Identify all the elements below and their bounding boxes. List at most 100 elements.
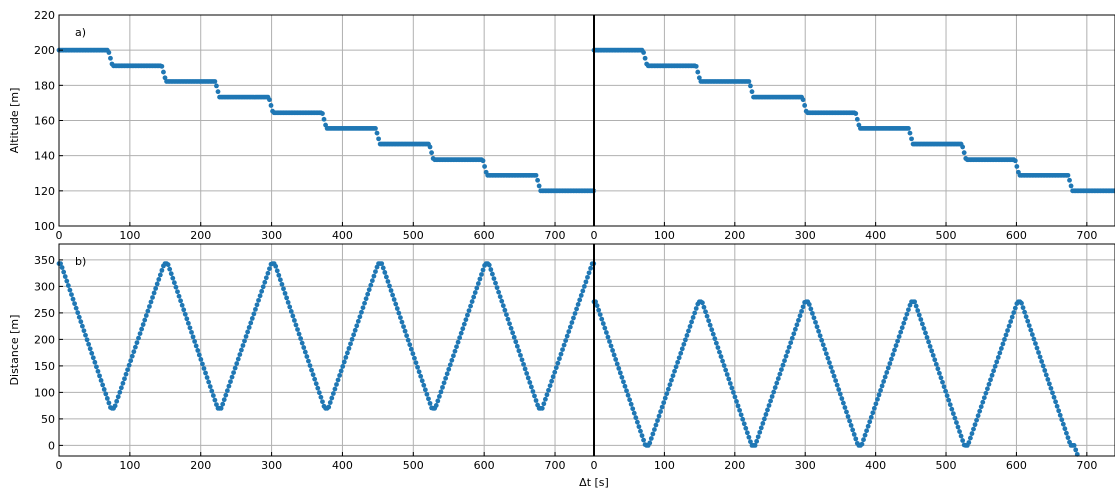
data-point — [239, 347, 244, 353]
data-point — [59, 265, 65, 270]
data-point — [65, 283, 71, 288]
data-point — [446, 366, 452, 372]
data-point — [617, 370, 623, 376]
data-point — [161, 69, 166, 75]
data-point — [981, 395, 987, 401]
data-point — [535, 177, 540, 183]
data-point — [340, 364, 346, 369]
data-point — [885, 365, 891, 371]
data-point — [234, 361, 240, 366]
data-point — [90, 355, 96, 361]
data-point — [256, 297, 261, 303]
data-point — [1025, 318, 1031, 324]
data-point — [1031, 336, 1037, 342]
data-point — [115, 394, 121, 400]
x-tick-label: 600 — [474, 229, 495, 242]
data-point — [171, 280, 177, 286]
data-point — [641, 50, 646, 55]
data-point — [602, 325, 608, 331]
data-point — [639, 433, 645, 439]
data-point — [810, 310, 815, 316]
data-point — [638, 428, 643, 434]
data-point — [816, 328, 821, 334]
data-point — [246, 325, 252, 330]
data-point — [827, 360, 832, 366]
data-point — [98, 377, 104, 383]
data-point — [114, 398, 120, 404]
data-point — [221, 397, 227, 403]
data-point — [661, 400, 667, 406]
data-point — [192, 338, 198, 344]
data-point — [128, 358, 134, 364]
data-point — [906, 307, 911, 313]
y-tick-label: 250 — [34, 307, 55, 320]
data-point — [991, 368, 997, 374]
data-point — [307, 363, 313, 369]
data-point — [588, 265, 593, 271]
data-point — [502, 307, 508, 313]
data-point — [61, 269, 67, 275]
data-point — [488, 267, 494, 272]
data-point — [610, 348, 615, 353]
data-point — [182, 311, 188, 317]
data-point — [97, 373, 102, 379]
y-tick-label: 150 — [34, 360, 55, 373]
data-point — [173, 284, 179, 290]
data-point — [159, 267, 165, 273]
data-point — [904, 311, 910, 317]
data-point — [148, 299, 154, 305]
panel-a-right: 0 100 200 300 400 500 600 700 — [591, 14, 1115, 242]
data-point — [312, 376, 318, 382]
data-point — [966, 440, 972, 445]
data-point — [293, 322, 299, 328]
data-point — [184, 316, 190, 322]
data-point — [295, 327, 300, 332]
data-point — [306, 358, 311, 364]
data-point — [1045, 376, 1051, 382]
data-point — [175, 289, 180, 295]
data-point — [259, 288, 265, 294]
x-tick-label: 400 — [332, 229, 353, 242]
data-point — [574, 306, 579, 312]
data-point — [326, 404, 332, 410]
data-point — [260, 284, 266, 290]
data-point — [1051, 394, 1057, 400]
data-point — [170, 275, 176, 281]
x-tick-label: 100 — [119, 229, 140, 242]
data-point — [471, 294, 477, 300]
data-point — [675, 359, 681, 365]
data-point — [519, 357, 525, 363]
data-point — [1005, 328, 1010, 333]
data-point — [633, 415, 639, 421]
data-point — [814, 324, 820, 330]
data-point — [242, 338, 247, 344]
data-point — [76, 314, 82, 320]
data-point — [349, 336, 355, 342]
data-point — [142, 317, 148, 323]
data-point — [845, 414, 851, 419]
data-point — [108, 55, 113, 61]
data-point — [156, 277, 162, 282]
data-point — [1033, 341, 1038, 346]
data-point — [732, 394, 738, 400]
y-tick-label: 120 — [34, 185, 55, 198]
data-point — [715, 345, 721, 351]
data-point — [695, 69, 701, 75]
data-point — [678, 350, 684, 356]
y-tick-label: 160 — [34, 115, 55, 128]
data-point — [136, 335, 141, 341]
data-point — [655, 418, 660, 423]
data-point — [224, 388, 230, 394]
data-point — [274, 268, 280, 274]
data-point — [929, 348, 935, 354]
data-point — [327, 400, 333, 405]
x-tick-label: 500 — [403, 459, 424, 472]
data-point — [117, 389, 123, 395]
data-point — [766, 403, 772, 408]
data-point — [850, 427, 856, 433]
data-point — [103, 391, 109, 397]
data-point — [75, 310, 81, 316]
data-point — [572, 311, 578, 316]
data-point — [692, 310, 698, 316]
data-point — [577, 297, 583, 303]
